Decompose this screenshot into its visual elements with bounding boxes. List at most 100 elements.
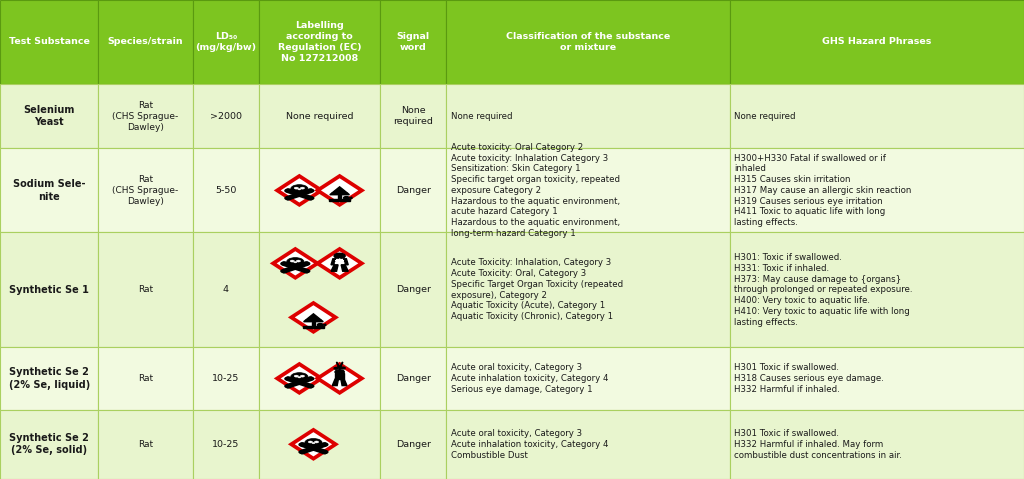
Text: Acute toxicity: Oral Category 2
Acute toxicity: Inhalation Category 3
Sensitizat: Acute toxicity: Oral Category 2 Acute to… [451,143,620,238]
FancyBboxPatch shape [380,410,446,479]
FancyBboxPatch shape [259,84,380,148]
Circle shape [299,443,305,446]
FancyBboxPatch shape [318,445,319,446]
Text: Rat
(CHS Sprague-
Dawley): Rat (CHS Sprague- Dawley) [113,175,178,206]
Polygon shape [303,314,324,322]
Text: Synthetic Se 2
(2% Se, solid): Synthetic Se 2 (2% Se, solid) [9,433,89,456]
Text: Acute Toxicity: Inhalation, Category 3
Acute Toxicity: Oral, Category 3
Specific: Acute Toxicity: Inhalation, Category 3 A… [451,258,623,321]
FancyBboxPatch shape [380,232,446,347]
Circle shape [303,270,309,273]
FancyBboxPatch shape [0,0,98,84]
Circle shape [334,367,338,369]
Polygon shape [317,364,361,393]
Text: GHS Hazard Phrases: GHS Hazard Phrases [822,37,932,46]
FancyBboxPatch shape [380,84,446,148]
FancyBboxPatch shape [0,232,98,347]
FancyBboxPatch shape [446,410,730,479]
Text: None required: None required [734,112,796,121]
Polygon shape [305,317,322,320]
FancyBboxPatch shape [301,191,303,192]
Text: H301 Toxic if swallowed.
H318 Causes serious eye damage.
H332 Harmful if inhaled: H301 Toxic if swallowed. H318 Causes ser… [734,363,884,394]
FancyBboxPatch shape [446,347,730,410]
Text: None required: None required [286,112,353,121]
FancyBboxPatch shape [335,373,344,379]
Text: Species/strain: Species/strain [108,37,183,46]
Text: Test Substance: Test Substance [9,37,89,46]
Text: Danger: Danger [395,285,431,294]
FancyBboxPatch shape [311,322,315,326]
FancyBboxPatch shape [304,379,305,380]
Circle shape [314,441,318,443]
FancyBboxPatch shape [98,410,193,479]
FancyBboxPatch shape [289,264,291,265]
Circle shape [300,187,304,189]
Text: Danger: Danger [395,374,431,383]
Circle shape [308,441,312,443]
Polygon shape [278,176,322,205]
FancyBboxPatch shape [293,192,306,193]
FancyBboxPatch shape [259,410,380,479]
Text: Synthetic Se 1: Synthetic Se 1 [9,285,89,295]
FancyBboxPatch shape [446,84,730,148]
Text: Synthetic Se 2
(2% Se, liquid): Synthetic Se 2 (2% Se, liquid) [8,367,90,389]
FancyBboxPatch shape [0,84,98,148]
FancyBboxPatch shape [259,0,380,84]
FancyBboxPatch shape [380,0,446,84]
Circle shape [298,189,301,190]
FancyBboxPatch shape [380,148,446,232]
FancyBboxPatch shape [193,148,259,232]
Circle shape [303,262,309,265]
Circle shape [285,377,291,380]
Text: Acute oral toxicity, Category 3
Acute inhalation toxicity, Category 4
Serious ey: Acute oral toxicity, Category 3 Acute in… [451,363,608,394]
FancyBboxPatch shape [446,148,730,232]
FancyBboxPatch shape [0,410,98,479]
Text: Danger: Danger [395,186,431,195]
Text: Rat
(CHS Sprague-
Dawley): Rat (CHS Sprague- Dawley) [113,101,178,132]
Circle shape [281,270,287,273]
FancyBboxPatch shape [292,264,293,265]
Polygon shape [331,259,348,265]
Text: Sodium Sele-
nite: Sodium Sele- nite [13,179,85,202]
FancyBboxPatch shape [446,0,730,84]
FancyBboxPatch shape [298,191,300,192]
FancyBboxPatch shape [98,84,193,148]
Text: H301 Toxic if swallowed.
H332 Harmful if inhaled. May form
combustible dust conc: H301 Toxic if swallowed. H332 Harmful if… [734,429,902,459]
FancyBboxPatch shape [730,232,1024,347]
FancyBboxPatch shape [380,347,446,410]
FancyBboxPatch shape [259,148,380,232]
Text: Signal
word: Signal word [396,32,430,52]
FancyBboxPatch shape [315,445,316,446]
FancyBboxPatch shape [98,0,193,84]
Polygon shape [278,364,322,393]
Text: H301: Toxic if swallowed.
H331: Toxic if inhaled.
H373: May cause damage to {org: H301: Toxic if swallowed. H331: Toxic if… [734,253,912,327]
Circle shape [285,189,291,192]
FancyBboxPatch shape [193,347,259,410]
Circle shape [291,373,308,381]
Circle shape [285,385,291,388]
Polygon shape [332,190,348,194]
FancyBboxPatch shape [0,347,98,410]
FancyBboxPatch shape [312,445,314,446]
Circle shape [294,262,297,263]
Polygon shape [291,430,336,459]
Circle shape [344,196,349,199]
Circle shape [294,375,298,377]
Text: 10-25: 10-25 [212,440,240,449]
Polygon shape [331,265,338,271]
Text: Rat: Rat [138,374,153,383]
FancyBboxPatch shape [304,191,305,192]
Circle shape [338,366,341,368]
FancyBboxPatch shape [293,191,295,192]
Circle shape [307,377,313,380]
FancyBboxPatch shape [301,379,303,380]
Circle shape [290,260,295,262]
FancyBboxPatch shape [338,195,341,199]
FancyBboxPatch shape [0,148,98,232]
FancyBboxPatch shape [446,232,730,347]
FancyBboxPatch shape [259,347,380,410]
Circle shape [334,253,345,259]
FancyBboxPatch shape [193,232,259,347]
Text: None required: None required [451,112,512,121]
Circle shape [298,376,301,378]
FancyBboxPatch shape [329,199,350,200]
